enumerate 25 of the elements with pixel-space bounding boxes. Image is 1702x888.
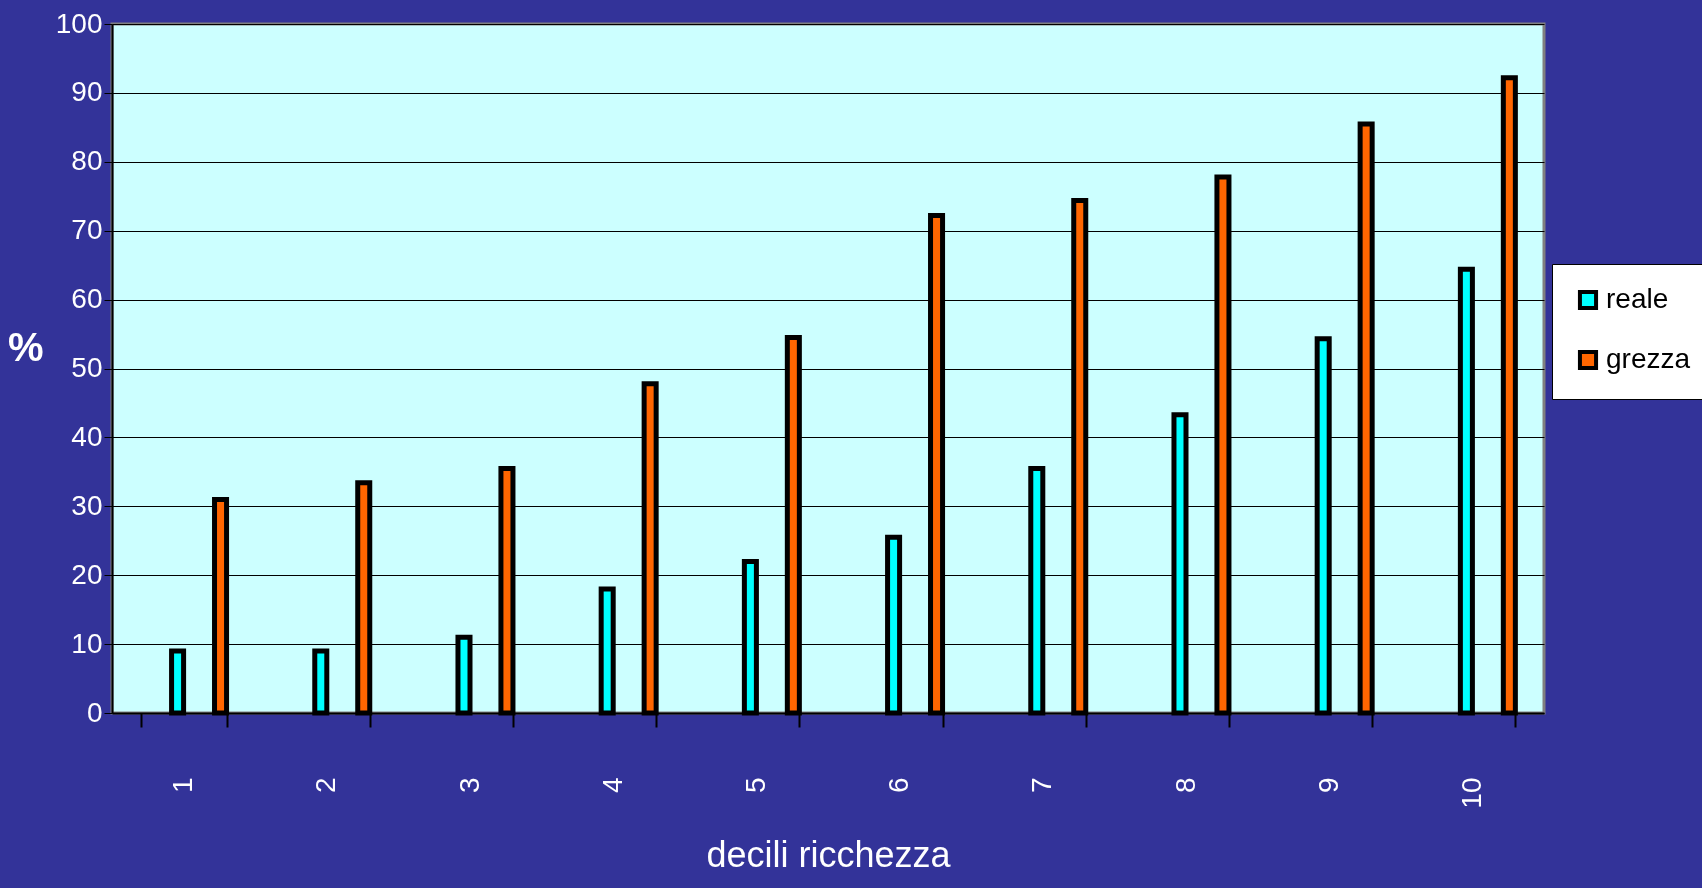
y-axis-title: % xyxy=(7,325,44,369)
x-tick-label: 2 xyxy=(310,777,342,794)
y-tick-label: 90 xyxy=(71,76,103,108)
legend-label: grezza xyxy=(1606,343,1691,374)
y-tick-label: 80 xyxy=(71,145,103,177)
y-tick-label: 30 xyxy=(71,489,103,521)
x-tick-label: 4 xyxy=(596,777,628,794)
y-tick-label: 70 xyxy=(71,214,103,246)
y-tick-label: 20 xyxy=(71,558,103,590)
x-tick-label: 7 xyxy=(1026,777,1058,794)
y-tick-label: 40 xyxy=(71,420,103,452)
y-tick-label: 50 xyxy=(71,352,103,383)
y-tick-label: 100 xyxy=(55,7,103,39)
legend-label: reale xyxy=(1606,283,1669,314)
x-tick-label: 6 xyxy=(883,777,915,794)
x-tick-label: 9 xyxy=(1312,777,1344,794)
y-tick-label: 60 xyxy=(71,283,103,315)
x-tick-label: 1 xyxy=(167,777,199,794)
x-tick-label: 10 xyxy=(1455,777,1487,809)
y-tick-label: 0 xyxy=(86,696,103,728)
x-tick-label: 5 xyxy=(739,777,771,794)
y-tick-label: 10 xyxy=(71,627,103,659)
x-tick-label: 8 xyxy=(1169,777,1201,794)
x-axis-title: decili ricchezza xyxy=(706,833,952,875)
x-tick-label: 3 xyxy=(453,777,485,794)
